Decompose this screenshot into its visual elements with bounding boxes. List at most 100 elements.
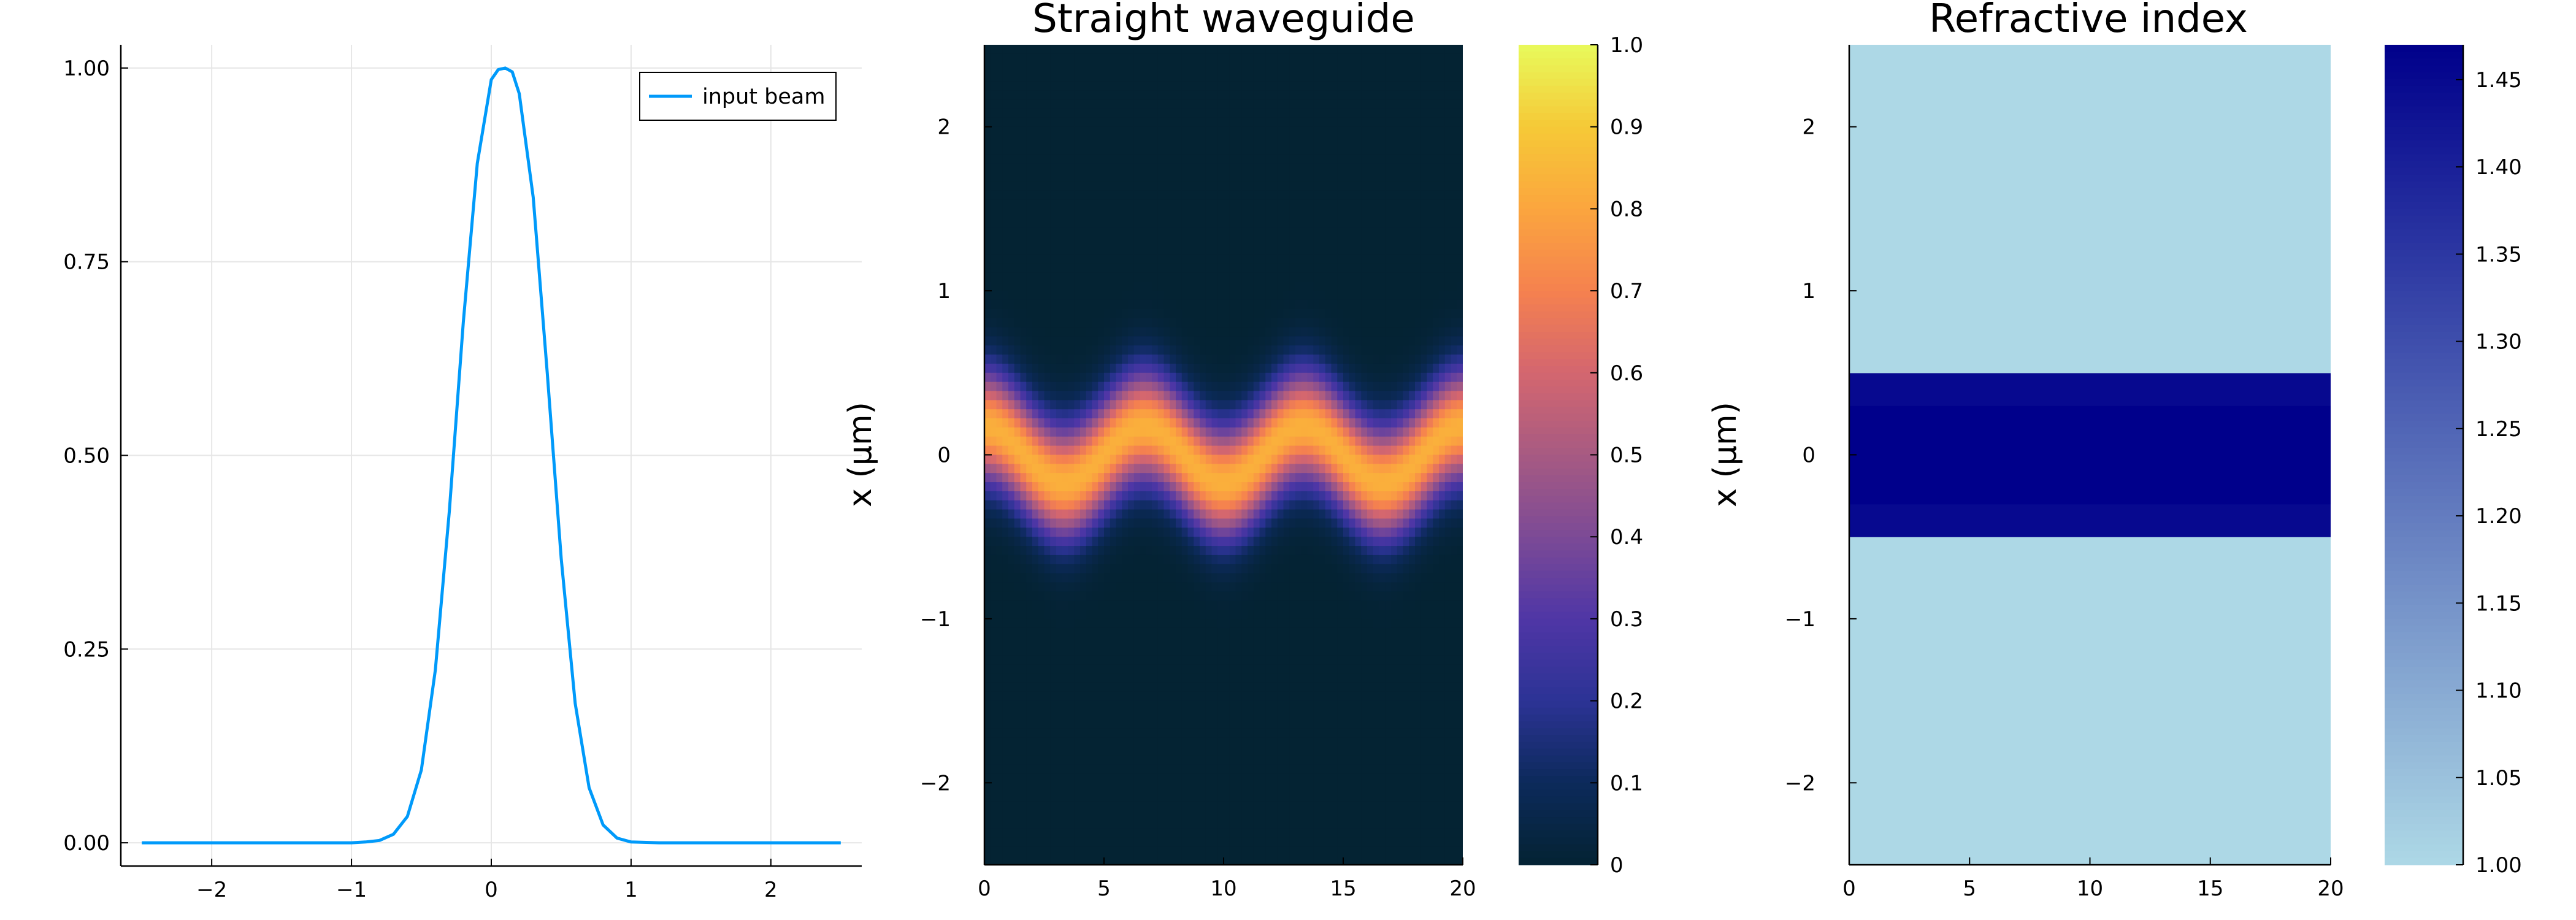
heatmap-cell <box>1194 254 1200 264</box>
heatmap-cell <box>1140 372 1146 383</box>
heatmap-cell <box>1289 500 1296 510</box>
heatmap-cell <box>1157 400 1165 410</box>
heatmap-cell <box>1265 145 1272 155</box>
heatmap-cell <box>1277 263 1284 273</box>
heatmap-cell <box>1026 846 1033 856</box>
heatmap-cell <box>1217 254 1224 264</box>
heatmap-cell <box>1104 737 1111 747</box>
heatmap-cell <box>1187 554 1194 565</box>
heatmap-cell <box>1074 391 1081 401</box>
heatmap-cell <box>1140 673 1146 683</box>
heatmap-cell <box>1253 737 1260 747</box>
heatmap-cell <box>1241 856 1248 865</box>
heatmap-cell <box>1050 236 1057 246</box>
heatmap-cell <box>990 381 997 392</box>
heatmap-cell <box>1181 254 1189 264</box>
heatmap-cell <box>1002 610 1009 619</box>
heatmap-cell <box>1080 345 1087 355</box>
heatmap-cell <box>1301 345 1308 355</box>
heatmap-cell <box>1128 81 1135 91</box>
heatmap-cell <box>1181 126 1189 137</box>
heatmap-cell <box>1002 591 1009 601</box>
heatmap-cell <box>1295 783 1302 792</box>
heatmap-cell <box>1110 610 1117 619</box>
heatmap-cell <box>1044 564 1051 574</box>
heatmap-cell <box>1116 664 1122 674</box>
heatmap-cell <box>1170 682 1176 692</box>
heatmap-cell <box>1104 263 1111 273</box>
heatmap-cell <box>1050 427 1057 437</box>
heatmap-cell <box>1307 272 1314 282</box>
heatmap-cell <box>1176 63 1183 73</box>
heatmap-cell <box>1229 464 1236 473</box>
heatmap-cell <box>1104 473 1111 483</box>
heatmap-cell <box>1205 218 1213 228</box>
heatmap-cell <box>1289 199 1296 209</box>
heatmap-cell <box>1116 600 1122 610</box>
heatmap-cell <box>1068 537 1075 546</box>
heatmap-cell <box>1224 309 1230 319</box>
heatmap-cell <box>1133 445 1141 456</box>
heatmap-cell <box>1301 336 1308 346</box>
heatmap-cell <box>1026 646 1033 656</box>
heatmap-cell <box>1235 381 1242 392</box>
heatmap-cell <box>1086 409 1093 419</box>
heatmap-cell <box>1265 610 1272 619</box>
heatmap-cell <box>1008 500 1015 510</box>
heatmap-cell <box>1170 856 1176 865</box>
heatmap-cell <box>1080 573 1087 583</box>
heatmap-cell <box>1265 291 1272 301</box>
heatmap-cell <box>1295 163 1302 173</box>
heatmap-cell <box>1277 846 1284 856</box>
heatmap-cell <box>990 181 997 191</box>
heatmap-cell <box>1176 627 1183 638</box>
heatmap-cell <box>1194 856 1200 865</box>
heatmap-cell <box>1187 573 1194 583</box>
heatmap-cell <box>1283 254 1290 264</box>
heatmap-cell <box>1133 773 1141 783</box>
heatmap-cell <box>996 355 1003 364</box>
heatmap-cell <box>1056 445 1063 456</box>
heatmap-cell <box>1265 491 1272 501</box>
heatmap-cell <box>1248 637 1254 647</box>
heatmap-cell <box>1170 755 1176 765</box>
heatmap-cell <box>1074 764 1081 775</box>
heatmap-cell <box>1271 126 1278 137</box>
heatmap-cell <box>1146 372 1152 383</box>
heatmap-cell <box>1163 564 1170 574</box>
heatmap-cell <box>1056 181 1063 191</box>
heatmap-cell <box>1217 190 1224 201</box>
heatmap-cell <box>1086 355 1093 364</box>
heatmap-cell <box>1211 318 1218 328</box>
heatmap-cell <box>996 327 1003 337</box>
heatmap-cell <box>1074 846 1081 856</box>
heatmap-cell <box>1092 828 1098 838</box>
heatmap-cell <box>1020 819 1027 829</box>
heatmap-cell <box>1092 436 1098 447</box>
heatmap-cell <box>1074 554 1081 565</box>
heatmap-cell <box>1122 464 1129 473</box>
heatmap-cell <box>1163 537 1170 546</box>
heatmap-cell <box>1283 199 1290 209</box>
heatmap-cell <box>1080 837 1087 847</box>
heatmap-cell <box>1253 527 1260 537</box>
heatmap-cell <box>1122 591 1129 601</box>
heatmap-cell <box>1128 263 1135 273</box>
heatmap-cell <box>1038 482 1045 492</box>
heatmap-cell <box>1157 846 1165 856</box>
heatmap-cell <box>1140 391 1146 401</box>
heatmap-cell <box>1181 509 1189 519</box>
heatmap-cell <box>1140 554 1146 565</box>
heatmap-cell <box>984 801 991 811</box>
heatmap-cell <box>1307 500 1314 510</box>
line-chart-x-ticks: −2 −1 0 1 2 <box>196 859 778 902</box>
heatmap-cell <box>1277 282 1284 291</box>
heatmap-cell <box>1122 209 1129 218</box>
heatmap-cell <box>1289 710 1296 719</box>
heatmap-cell <box>1295 564 1302 574</box>
heatmap-cell <box>1194 564 1200 574</box>
heatmap-cell <box>1038 582 1045 592</box>
heatmap-cell <box>1044 664 1051 674</box>
heatmap-cell <box>1187 81 1194 91</box>
heatmap-cell <box>1122 126 1129 137</box>
